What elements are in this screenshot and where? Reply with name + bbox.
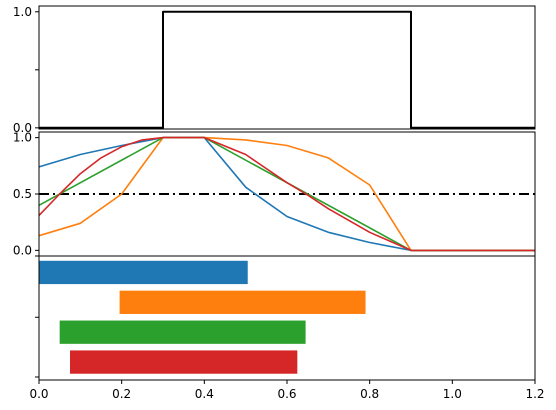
bottom-xtick-label: 0.6 (277, 387, 296, 401)
middle-ytick-label: 0.5 (13, 187, 32, 201)
bottom-panel: 0.0 0.2 0.4 0.6 0.8 1.0 1.2 (29, 255, 545, 401)
top-ytick-label: 1.0 (13, 5, 32, 19)
top-panel-frame (38, 5, 536, 130)
bottom-xtick-label: 0.0 (29, 387, 48, 401)
bottom-xtick-label: 0.4 (195, 387, 214, 401)
top-panel: 0.0 1.0 (13, 5, 536, 135)
bottom-bar-2 (59, 320, 306, 344)
middle-panel: 0.0 0.5 1.0 (13, 131, 536, 257)
middle-ytick-label: 0.0 (13, 243, 32, 257)
top-ytick-label: 0.0 (13, 121, 32, 135)
bottom-xtick-label: 1.2 (525, 387, 544, 401)
bottom-bar-1 (119, 290, 366, 314)
bottom-xtick-label: 0.2 (112, 387, 131, 401)
bottom-xtick-label: 1.0 (443, 387, 462, 401)
bottom-bar-0 (39, 260, 248, 285)
bottom-bar-3 (70, 350, 298, 374)
middle-series-line-3 (38, 136, 535, 252)
top-series-line-0 (39, 10, 535, 129)
middle-ytick-label: 1.0 (13, 131, 32, 145)
bottom-xtick-label: 0.8 (360, 387, 379, 401)
